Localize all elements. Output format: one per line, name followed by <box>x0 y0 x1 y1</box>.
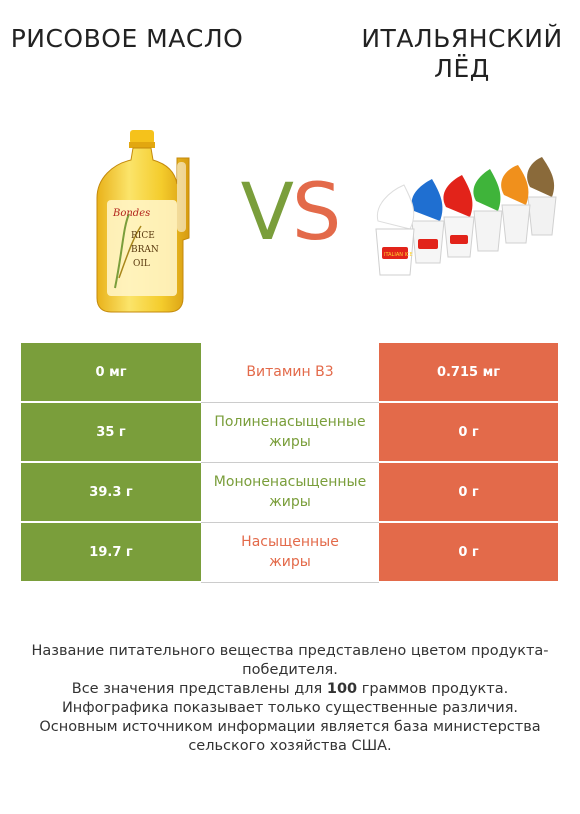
oil-label-oil: OIL <box>133 259 150 269</box>
vs-s-letter: S <box>291 168 341 258</box>
rice-oil-bottle-image: Bondes RICE BRAN OIL <box>96 130 190 313</box>
left-value-cell: 35 г <box>21 403 201 461</box>
table-row: 35 г Полиненасыщенные жиры 0 г <box>21 403 558 463</box>
footer-line-2: Все значения представлены для 100 граммо… <box>20 680 560 699</box>
oil-label-bran: BRAN <box>131 245 159 255</box>
nutrient-label-cell: Насыщенные жиры <box>241 534 339 570</box>
right-value-cell: 0 г <box>379 523 558 581</box>
footer-line-1: Название питательного вещества представл… <box>31 643 549 678</box>
oil-brand-label: Bondes <box>112 208 150 219</box>
footer-line-3: Инфографика показывает только существенн… <box>61 700 519 716</box>
italian-ice-cups-image: ITALIAN ICE <box>375 157 557 276</box>
ice-cup-label: ITALIAN ICE <box>384 252 413 258</box>
row-divider <box>201 402 379 403</box>
footer-line-2-bold: 100 <box>326 681 358 697</box>
nutrient-label-cell: Мононенасыщенные жиры <box>213 474 367 510</box>
footer-notes: Название питательного вещества представл… <box>20 642 560 756</box>
row-divider <box>201 582 379 583</box>
right-value-cell: 0.715 мг <box>379 343 558 401</box>
nutrient-label-cell: Витамин B3 <box>246 364 334 380</box>
row-divider <box>201 522 379 523</box>
row-divider <box>201 462 379 463</box>
nutrient-label-cell: Полиненасыщенные жиры <box>214 414 366 450</box>
left-value-cell: 39.3 г <box>21 463 201 521</box>
table-row: 39.3 г Мононенасыщенные жиры 0 г <box>21 463 558 523</box>
footer-line-4: Основным источником информации является … <box>39 719 541 754</box>
right-value-cell: 0 г <box>379 403 558 461</box>
comparison-table: 0 мг Витамин B3 0.715 мг 35 г Полиненасыщенн… <box>21 343 558 583</box>
footer-line-2-pre: Все значения представлены для <box>71 681 327 697</box>
vs-v-letter: V <box>240 168 294 258</box>
left-product-title: Рисовое масло <box>10 24 244 53</box>
right-value-cell: 0 г <box>379 463 558 521</box>
left-value-cell: 0 мг <box>21 343 201 401</box>
oil-label-rice: RICE <box>131 231 155 241</box>
right-product-title: Итальянский лёд <box>361 24 563 83</box>
table-row: 19.7 г Насыщенные жиры 0 г <box>21 523 558 583</box>
footer-line-2-post: граммов продукта. <box>357 681 509 697</box>
table-row: 0 мг Витамин B3 0.715 мг <box>21 343 558 403</box>
left-value-cell: 19.7 г <box>21 523 201 581</box>
